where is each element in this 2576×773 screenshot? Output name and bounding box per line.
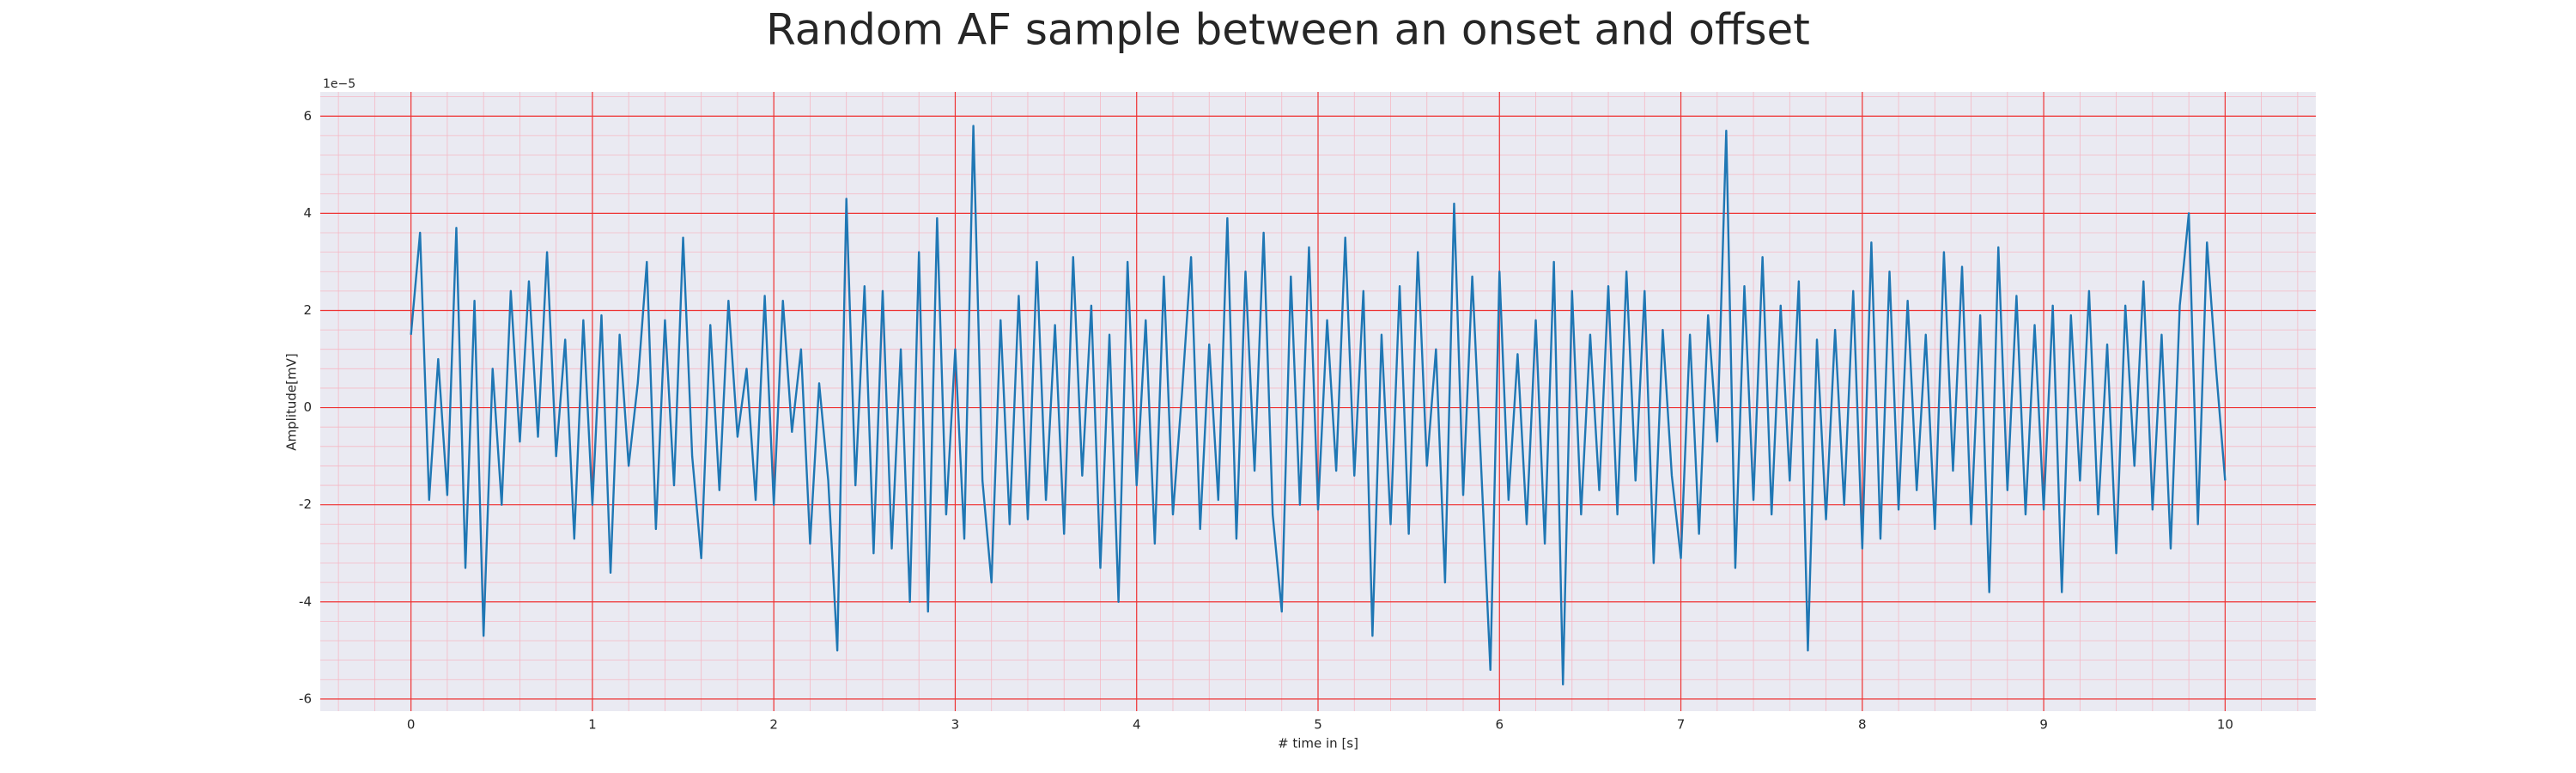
- x-tick-label: 5: [1314, 717, 1322, 733]
- x-tick-label: 6: [1495, 717, 1504, 733]
- x-tick-label: 0: [407, 717, 416, 733]
- y-tick-label: -6: [299, 691, 312, 706]
- y-tick-label: -2: [299, 496, 312, 512]
- x-tick-label: 8: [1858, 717, 1867, 733]
- x-tick-label: 10: [2217, 717, 2233, 733]
- y-axis-label: Amplitude[mV]: [284, 353, 300, 450]
- x-tick-label: 4: [1133, 717, 1141, 733]
- x-tick-label: 1: [588, 717, 597, 733]
- y-tick-label: 2: [303, 302, 312, 318]
- y-tick-label: 0: [303, 399, 312, 415]
- y-offset-label: 1e−5: [323, 77, 355, 91]
- x-tick-label: 2: [769, 717, 778, 733]
- y-tick-label: 4: [303, 205, 312, 221]
- x-tick-label: 7: [1677, 717, 1686, 733]
- signal-line: [410, 125, 2227, 686]
- x-axis-label: # time in [s]: [1278, 736, 1358, 752]
- y-tick-label: 6: [303, 108, 312, 124]
- x-tick-label: 3: [951, 717, 960, 733]
- y-tick-label: -4: [299, 593, 312, 609]
- plot-area: [320, 92, 2316, 711]
- x-tick-label: 9: [2039, 717, 2048, 733]
- chart-title: Random AF sample between an onset and of…: [766, 5, 1810, 55]
